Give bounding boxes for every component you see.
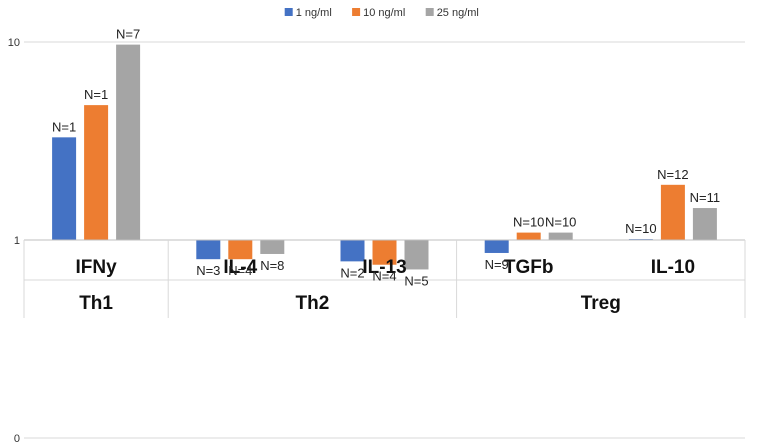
category-label: IL-4 — [223, 257, 257, 278]
data-label: N=1 — [84, 87, 108, 102]
data-label: N=1 — [52, 119, 76, 134]
data-label: N=9 — [485, 257, 509, 272]
y-tick-label: 10 — [8, 37, 20, 49]
data-label: N=4 — [228, 263, 252, 278]
category-label: IL-13 — [362, 257, 406, 278]
data-label: N=3 — [196, 263, 220, 278]
data-label: N=10 — [513, 215, 544, 230]
legend: 1 ng/ml 10 ng/ml 25 ng/ml — [284, 7, 479, 19]
data-label: N=7 — [116, 27, 140, 42]
bar — [260, 240, 285, 254]
bar — [84, 105, 109, 241]
data-label: N=4 — [372, 269, 396, 284]
category-labels: IFNy IL-4 IL-13 TGFb IL-10 — [76, 257, 696, 278]
data-label: N=2 — [340, 265, 364, 280]
legend-swatch — [352, 8, 361, 16]
bar — [372, 240, 397, 265]
group-label: Th2 — [296, 293, 330, 314]
bar — [484, 240, 509, 253]
legend-entry: 1 ng/ml — [296, 7, 332, 19]
y-tick-label: 1 — [14, 235, 20, 247]
category-label: IFNy — [76, 257, 118, 278]
legend-entry: 25 ng/ml — [437, 7, 479, 19]
legend-swatch — [284, 8, 293, 16]
bar — [548, 232, 573, 240]
data-labels: N=1N=1N=7N=3 N=4 N=8 N=2 N=4 N=5N=9N=10 N=10 N=… — [52, 27, 720, 289]
bars — [52, 44, 717, 270]
bar — [660, 184, 685, 240]
group-label: Treg — [581, 293, 621, 314]
bar — [228, 240, 253, 260]
data-label: N=10 — [625, 221, 656, 236]
category-label: IL-10 — [651, 257, 695, 278]
bar — [340, 240, 365, 262]
data-label: N=8 — [260, 258, 284, 273]
y-tick-label: 0 — [14, 433, 20, 445]
legend-entry: 10 ng/ml — [363, 7, 405, 19]
bar — [52, 137, 77, 240]
group-labels: Th1 Th2 Treg — [79, 293, 621, 314]
bar — [116, 44, 141, 240]
data-label: N=5 — [404, 273, 428, 288]
data-label: N=12 — [657, 167, 688, 182]
data-label: N=10 — [545, 215, 576, 230]
category-axis — [23, 239, 746, 318]
data-label: N=11 — [690, 190, 720, 205]
category-label: TGFb — [504, 257, 554, 278]
bar — [196, 240, 221, 260]
group-label: Th1 — [79, 293, 113, 314]
bar — [692, 208, 717, 240]
bar — [404, 240, 429, 270]
bar — [516, 232, 541, 240]
legend-swatch — [425, 8, 434, 16]
